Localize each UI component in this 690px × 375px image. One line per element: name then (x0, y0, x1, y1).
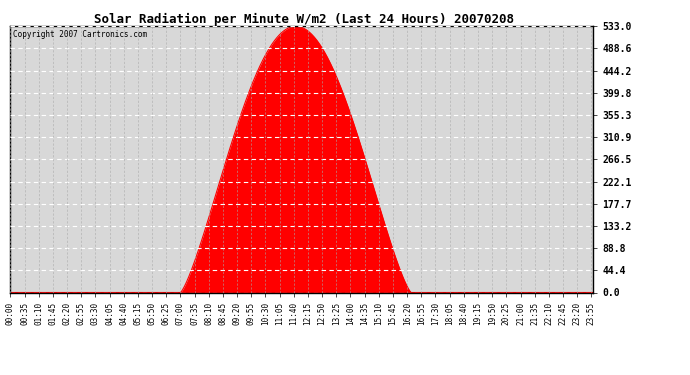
Text: Copyright 2007 Cartronics.com: Copyright 2007 Cartronics.com (13, 30, 148, 39)
Text: Solar Radiation per Minute W/m2 (Last 24 Hours) 20070208: Solar Radiation per Minute W/m2 (Last 24… (94, 13, 513, 26)
